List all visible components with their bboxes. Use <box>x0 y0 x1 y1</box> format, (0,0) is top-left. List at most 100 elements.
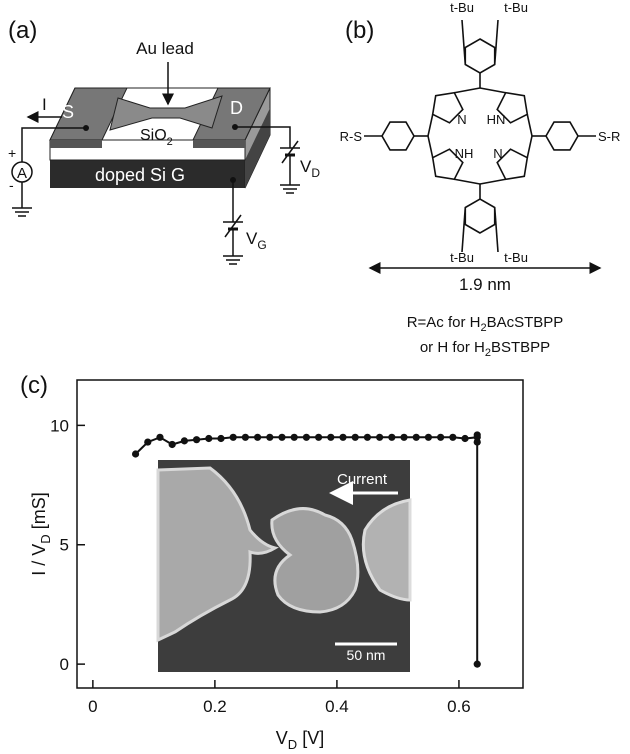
subscript: D <box>311 166 320 180</box>
x-tick-label: 0.4 <box>325 697 349 716</box>
vg-label: VG <box>246 229 267 252</box>
group-label: S-R <box>598 129 620 144</box>
bond <box>462 208 465 253</box>
bond <box>480 179 506 184</box>
text: [V] <box>297 728 324 748</box>
atom-label: NH <box>455 146 474 161</box>
data-point <box>413 434 420 441</box>
ground <box>223 256 243 264</box>
group-label: t-Bu <box>504 250 528 265</box>
text: BSTBPP <box>491 339 550 356</box>
subscript: D <box>38 534 53 543</box>
data-point <box>144 438 151 445</box>
data-point <box>266 434 273 441</box>
data-point <box>364 434 371 441</box>
subscript: 2 <box>167 136 173 148</box>
phenyl-ring <box>465 39 494 73</box>
data-point <box>303 434 310 441</box>
minus-sign: - <box>9 177 14 193</box>
inset-image: Current 50 nm <box>158 460 410 672</box>
x-tick-label: 0 <box>88 697 97 716</box>
bond <box>527 136 532 158</box>
data-point <box>217 435 224 442</box>
panel-label: (b) <box>345 17 374 44</box>
data-point <box>230 434 237 441</box>
vd-label: VD <box>300 157 320 180</box>
group-label: t-Bu <box>450 0 474 15</box>
text: V <box>276 728 288 748</box>
data-point <box>291 434 298 441</box>
data-point <box>169 441 176 448</box>
data-point <box>376 434 383 441</box>
data-point <box>315 434 322 441</box>
data-point <box>278 434 285 441</box>
text: or H for H <box>420 339 485 356</box>
panel-label: (c) <box>20 372 48 399</box>
inset-label: Current <box>337 471 388 488</box>
y-tick-label: 0 <box>60 655 69 674</box>
bond <box>428 136 433 158</box>
current-label: I <box>42 95 47 114</box>
data-point <box>205 435 212 442</box>
x-axis-label: VD [V] <box>276 728 324 752</box>
scale-label: 50 nm <box>347 647 386 663</box>
data-point <box>254 434 261 441</box>
text: V <box>300 157 312 176</box>
text: [mS] <box>29 492 49 534</box>
text: V <box>246 229 258 248</box>
data-point <box>449 434 456 441</box>
panel-a: (a) Au lead SiO2 S D doped Si G I A + - … <box>8 17 320 264</box>
y-tick-label: 10 <box>50 416 69 435</box>
data-point <box>437 434 444 441</box>
x-tick-label: 0.6 <box>447 697 471 716</box>
bond <box>454 179 480 184</box>
gate-label: doped Si G <box>95 165 185 185</box>
data-point <box>400 434 407 441</box>
data-point <box>242 434 249 441</box>
caption-line: R=Ac for H2BAcSTBPP <box>407 314 564 334</box>
bond <box>495 20 498 65</box>
bond <box>527 114 532 136</box>
data-point <box>193 436 200 443</box>
data-point <box>132 450 139 457</box>
text: BAcSTBPP <box>487 314 564 331</box>
panel-label: (a) <box>8 17 37 44</box>
page: (a) Au lead SiO2 S D doped Si G I A + - … <box>0 0 630 754</box>
data-point <box>352 434 359 441</box>
phenyl-ring <box>465 199 494 233</box>
group-label: t-Bu <box>504 0 528 15</box>
data-point <box>474 431 481 438</box>
y-tick-label: 5 <box>60 536 69 555</box>
bond <box>462 20 465 65</box>
plus-sign: + <box>8 145 16 161</box>
drain-label: D <box>230 98 243 118</box>
panel-b: (b) t-Bu t-Bu t-Bu t-Bu N HN NH N R-S S-… <box>340 0 621 359</box>
data-point <box>327 434 334 441</box>
data-point <box>156 434 163 441</box>
subscript: D <box>288 737 297 752</box>
data-point <box>425 434 432 441</box>
source-label: S <box>62 102 74 122</box>
group-label: t-Bu <box>450 250 474 265</box>
subscript: G <box>257 238 266 252</box>
text: I / V <box>29 544 49 576</box>
data-point <box>474 438 481 445</box>
text: R=Ac for H <box>407 314 481 331</box>
ground <box>12 208 32 216</box>
data-point <box>388 434 395 441</box>
data-point <box>181 437 188 444</box>
ammeter-label: A <box>17 165 27 182</box>
caption-line: or H for H2BSTBPP <box>420 339 550 359</box>
source-pad-front <box>50 140 102 148</box>
phenyl-ring <box>382 122 414 150</box>
drain-pad-front <box>193 140 245 148</box>
au-lead-label: Au lead <box>136 39 194 58</box>
data-point <box>461 435 468 442</box>
figure: (a) Au lead SiO2 S D doped Si G I A + - … <box>0 0 630 754</box>
length-label: 1.9 nm <box>459 275 511 294</box>
bond <box>480 88 506 93</box>
text: SiO <box>140 127 167 144</box>
data-point <box>474 661 481 668</box>
ground <box>280 185 300 193</box>
y-axis-label: I / VD [mS] <box>29 492 53 575</box>
